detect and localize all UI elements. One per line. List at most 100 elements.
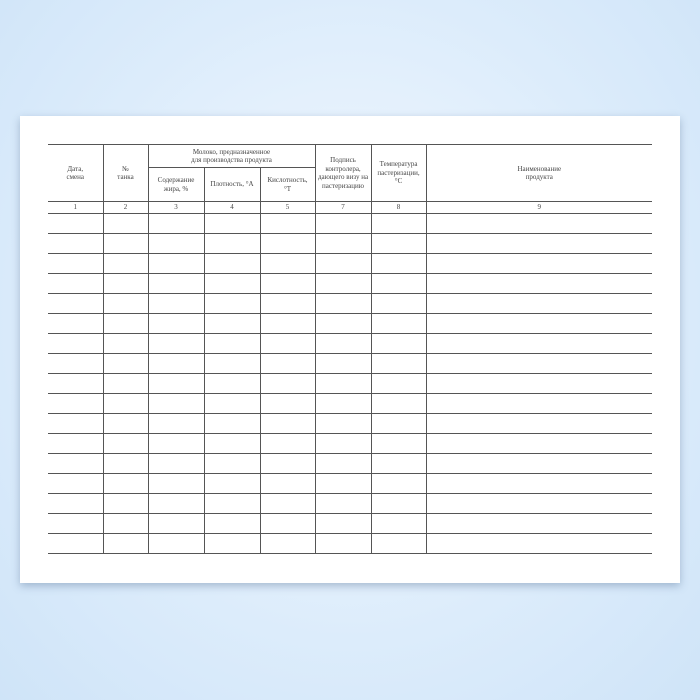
- table-cell[interactable]: [102, 333, 149, 354]
- table-cell[interactable]: [147, 513, 205, 534]
- table-cell[interactable]: [370, 453, 427, 474]
- table-cell[interactable]: [259, 213, 316, 234]
- table-cell[interactable]: [203, 433, 261, 454]
- table-cell[interactable]: [203, 473, 261, 494]
- table-cell[interactable]: [203, 233, 261, 254]
- table-cell[interactable]: [314, 333, 372, 354]
- table-cell[interactable]: [370, 333, 427, 354]
- table-cell[interactable]: [102, 293, 149, 314]
- table-cell[interactable]: [425, 453, 653, 474]
- table-cell[interactable]: [425, 353, 653, 374]
- table-cell[interactable]: [259, 333, 316, 354]
- table-cell[interactable]: [425, 333, 653, 354]
- table-cell[interactable]: [147, 373, 205, 394]
- table-cell[interactable]: [314, 413, 372, 434]
- table-cell[interactable]: [102, 253, 149, 274]
- table-cell[interactable]: [370, 213, 427, 234]
- table-cell[interactable]: [314, 433, 372, 454]
- table-cell[interactable]: [314, 373, 372, 394]
- table-cell[interactable]: [425, 473, 653, 494]
- table-cell[interactable]: [147, 333, 205, 354]
- table-cell[interactable]: [48, 273, 104, 294]
- table-cell[interactable]: [425, 433, 653, 454]
- table-cell[interactable]: [259, 433, 316, 454]
- table-cell[interactable]: [147, 433, 205, 454]
- table-cell[interactable]: [425, 233, 653, 254]
- table-cell[interactable]: [203, 253, 261, 274]
- table-cell[interactable]: [203, 373, 261, 394]
- table-cell[interactable]: [259, 513, 316, 534]
- table-cell[interactable]: [370, 473, 427, 494]
- table-cell[interactable]: [203, 413, 261, 434]
- table-cell[interactable]: [102, 373, 149, 394]
- table-cell[interactable]: [102, 433, 149, 454]
- table-cell[interactable]: [370, 413, 427, 434]
- table-cell[interactable]: [48, 513, 104, 534]
- table-cell[interactable]: [147, 293, 205, 314]
- table-cell[interactable]: [314, 313, 372, 334]
- table-cell[interactable]: [259, 353, 316, 374]
- table-cell[interactable]: [102, 313, 149, 334]
- table-cell[interactable]: [203, 333, 261, 354]
- table-cell[interactable]: [259, 453, 316, 474]
- table-cell[interactable]: [203, 213, 261, 234]
- table-cell[interactable]: [203, 493, 261, 514]
- table-cell[interactable]: [259, 293, 316, 314]
- table-cell[interactable]: [147, 353, 205, 374]
- table-cell[interactable]: [314, 493, 372, 514]
- table-cell[interactable]: [370, 513, 427, 534]
- table-cell[interactable]: [147, 313, 205, 334]
- table-cell[interactable]: [147, 213, 205, 234]
- table-cell[interactable]: [425, 513, 653, 534]
- table-cell[interactable]: [203, 293, 261, 314]
- table-cell[interactable]: [370, 293, 427, 314]
- table-cell[interactable]: [147, 493, 205, 514]
- table-cell[interactable]: [259, 313, 316, 334]
- table-cell[interactable]: [314, 253, 372, 274]
- table-cell[interactable]: [314, 533, 372, 554]
- table-cell[interactable]: [370, 253, 427, 274]
- table-cell[interactable]: [314, 393, 372, 414]
- table-cell[interactable]: [259, 273, 316, 294]
- table-cell[interactable]: [48, 393, 104, 414]
- table-cell[interactable]: [147, 273, 205, 294]
- table-cell[interactable]: [425, 413, 653, 434]
- table-cell[interactable]: [259, 253, 316, 274]
- table-cell[interactable]: [48, 413, 104, 434]
- table-cell[interactable]: [102, 473, 149, 494]
- table-cell[interactable]: [147, 233, 205, 254]
- table-cell[interactable]: [425, 273, 653, 294]
- table-cell[interactable]: [259, 233, 316, 254]
- table-cell[interactable]: [259, 413, 316, 434]
- table-cell[interactable]: [370, 353, 427, 374]
- table-cell[interactable]: [425, 493, 653, 514]
- table-cell[interactable]: [147, 253, 205, 274]
- table-cell[interactable]: [48, 373, 104, 394]
- table-cell[interactable]: [259, 493, 316, 514]
- table-cell[interactable]: [314, 453, 372, 474]
- table-cell[interactable]: [203, 533, 261, 554]
- table-cell[interactable]: [102, 513, 149, 534]
- table-cell[interactable]: [102, 493, 149, 514]
- table-cell[interactable]: [48, 213, 104, 234]
- table-cell[interactable]: [203, 273, 261, 294]
- table-cell[interactable]: [259, 473, 316, 494]
- table-cell[interactable]: [48, 293, 104, 314]
- table-cell[interactable]: [48, 473, 104, 494]
- table-cell[interactable]: [102, 533, 149, 554]
- table-cell[interactable]: [48, 253, 104, 274]
- table-cell[interactable]: [48, 493, 104, 514]
- table-cell[interactable]: [147, 453, 205, 474]
- table-cell[interactable]: [314, 473, 372, 494]
- table-cell[interactable]: [370, 313, 427, 334]
- table-cell[interactable]: [102, 413, 149, 434]
- table-cell[interactable]: [203, 393, 261, 414]
- table-cell[interactable]: [425, 253, 653, 274]
- table-cell[interactable]: [314, 213, 372, 234]
- table-cell[interactable]: [48, 453, 104, 474]
- table-cell[interactable]: [425, 533, 653, 554]
- table-cell[interactable]: [259, 533, 316, 554]
- table-cell[interactable]: [102, 393, 149, 414]
- table-cell[interactable]: [102, 233, 149, 254]
- table-cell[interactable]: [425, 393, 653, 414]
